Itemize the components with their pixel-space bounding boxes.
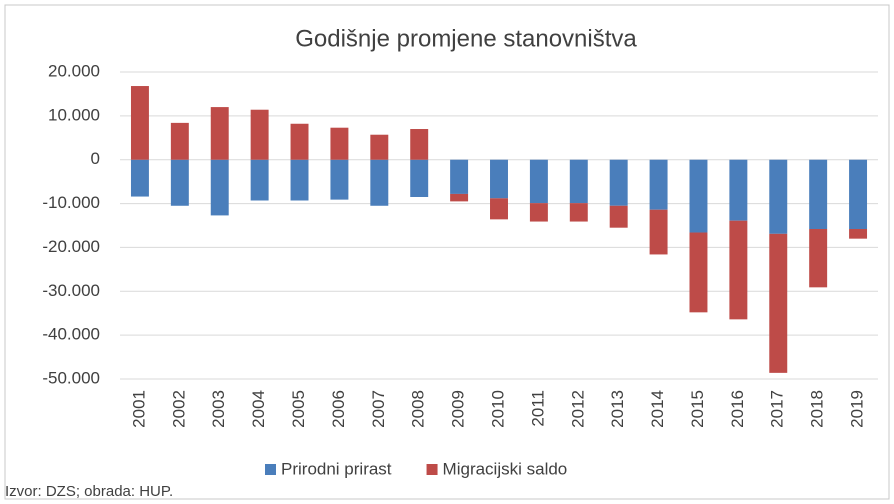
bar — [769, 233, 788, 373]
x-tick-label: 2013 — [608, 390, 627, 428]
chart-title: Godišnje promjene stanovništva — [295, 25, 637, 52]
legend-label: Migracijski saldo — [443, 459, 568, 478]
x-tick-label: 2008 — [409, 390, 428, 428]
bar — [729, 159, 748, 221]
bar — [490, 198, 508, 220]
bar — [130, 86, 149, 160]
x-tick-label: 2005 — [289, 390, 308, 428]
bar — [290, 159, 309, 201]
bar — [849, 159, 868, 230]
y-tick-label: 0 — [91, 149, 100, 168]
bar — [609, 159, 628, 206]
bar — [849, 229, 868, 239]
bar — [450, 193, 469, 202]
bar — [330, 159, 349, 200]
bar — [330, 127, 349, 160]
bar — [529, 203, 548, 222]
bar — [370, 159, 389, 206]
x-tick-label: 2016 — [728, 390, 747, 428]
bar — [450, 159, 469, 194]
bar — [410, 159, 429, 197]
y-tick-label: -30.000 — [42, 281, 100, 300]
x-tick-label: 2017 — [768, 390, 787, 428]
bar — [569, 203, 588, 222]
bar — [809, 159, 828, 230]
bar — [609, 205, 628, 228]
x-tick-label: 2010 — [488, 390, 507, 428]
bar — [809, 229, 828, 288]
x-tick-label: 2007 — [369, 390, 388, 428]
x-tick-label: 2001 — [129, 390, 148, 428]
bar — [569, 159, 588, 204]
bar — [729, 220, 748, 320]
bar — [410, 129, 429, 160]
bar — [490, 159, 508, 199]
legend-swatch — [265, 464, 276, 475]
bar — [649, 159, 668, 210]
bar — [370, 134, 389, 160]
x-tick-label: 2002 — [169, 390, 188, 428]
bar — [250, 159, 269, 201]
x-tick-label: 2019 — [848, 390, 867, 428]
bar — [170, 122, 189, 160]
x-tick-label: 2011 — [528, 390, 547, 427]
bar — [250, 109, 269, 160]
bar — [210, 159, 229, 216]
y-tick-label: -40.000 — [42, 325, 100, 344]
y-tick-label: -20.000 — [42, 237, 100, 256]
x-tick-label: 2009 — [449, 390, 468, 428]
x-tick-label: 2003 — [209, 390, 228, 428]
x-tick-label: 2014 — [648, 390, 667, 428]
bar — [210, 107, 229, 160]
x-tick-label: 2018 — [808, 390, 827, 428]
bar — [130, 159, 149, 197]
x-tick-label: 2006 — [329, 390, 348, 428]
bar — [689, 159, 708, 233]
bar — [649, 209, 668, 255]
y-tick-label: -10.000 — [42, 193, 100, 212]
y-tick-label: -50.000 — [42, 368, 100, 387]
bar — [170, 159, 189, 206]
x-tick-label: 2004 — [249, 390, 268, 428]
source-note: Izvor: DZS; obrada: HUP. — [5, 483, 173, 500]
bar — [529, 159, 548, 204]
x-tick-label: 2015 — [688, 390, 707, 428]
bar — [689, 232, 708, 313]
x-tick-label: 2012 — [568, 390, 587, 428]
bar — [769, 159, 788, 234]
legend-swatch — [426, 464, 438, 475]
legend-label: Prirodni prirast — [281, 459, 392, 478]
y-tick-label: 10.000 — [48, 105, 100, 124]
bar — [290, 123, 309, 160]
y-tick-label: 20.000 — [48, 61, 100, 80]
